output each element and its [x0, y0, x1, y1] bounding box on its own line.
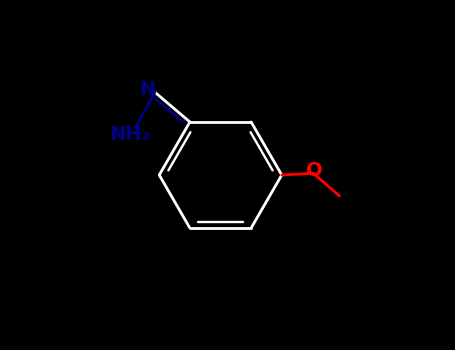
Text: O: O — [306, 161, 323, 180]
Text: NH₂: NH₂ — [109, 125, 150, 145]
Text: N: N — [139, 80, 155, 99]
